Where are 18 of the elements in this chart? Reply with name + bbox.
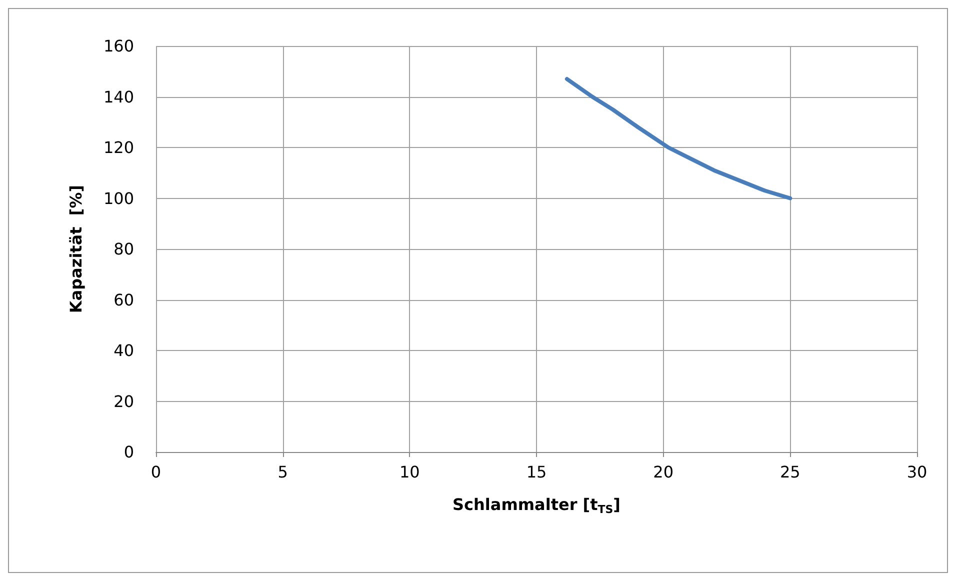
y-tick-label: 140	[103, 87, 134, 106]
y-axis-title: Kapazität [%]	[66, 184, 86, 314]
x-tick-label: 15	[526, 462, 547, 482]
y-tick-label: 40	[114, 341, 134, 360]
y-tick-label: 160	[103, 36, 134, 56]
x-tick-label: 10	[399, 462, 420, 482]
x-tick-label: 25	[780, 462, 800, 482]
line-series	[564, 76, 792, 200]
x-tick-label: 5	[278, 462, 288, 482]
x-tick-label: 30	[906, 462, 928, 482]
x-tick-label: 0	[150, 462, 162, 482]
y-tick-label: 20	[114, 392, 134, 411]
x-tick-label: 20	[653, 462, 674, 482]
y-tick-label: 0	[124, 442, 134, 462]
y-tick-label: 120	[103, 138, 134, 157]
y-tick-label: 60	[114, 290, 134, 310]
y-tick-label: 80	[114, 240, 134, 258]
y-tick-label: 100	[103, 188, 134, 208]
